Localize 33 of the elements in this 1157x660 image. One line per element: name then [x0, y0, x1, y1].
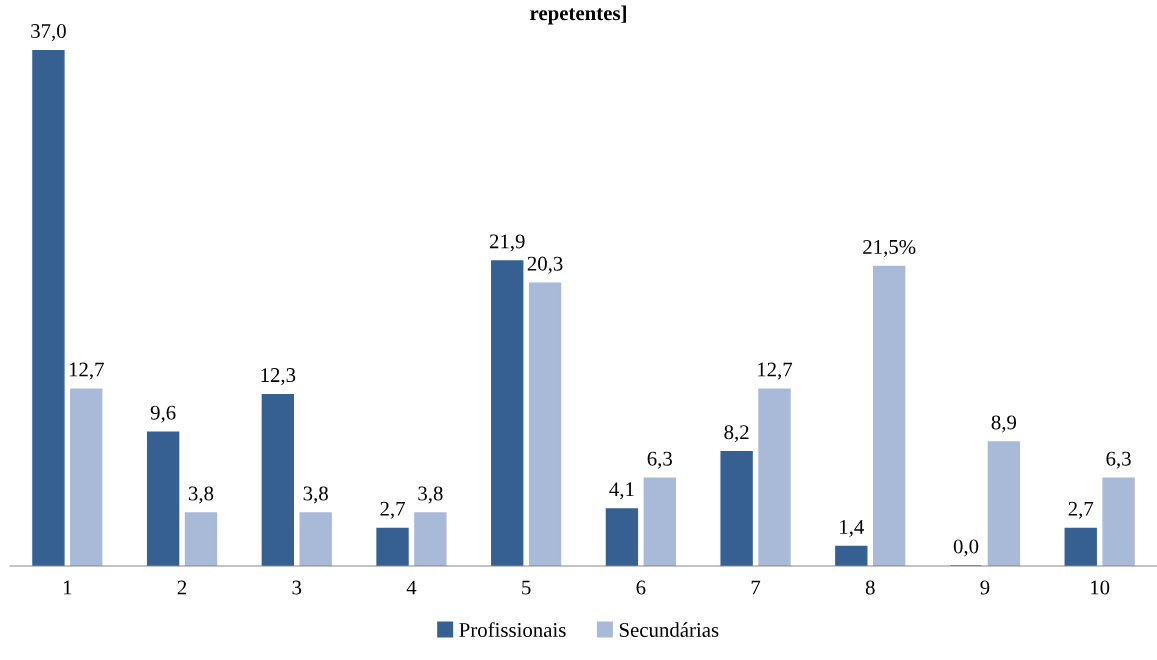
data-label: 20,3: [527, 256, 563, 274]
data-label: 12,3: [261, 368, 296, 386]
x-tick-label: 9: [980, 580, 990, 595]
data-label: 1,4: [840, 519, 865, 537]
data-label: 2,7: [380, 501, 405, 519]
data-label: 8,2: [724, 425, 749, 443]
data-label: 21,5%: [863, 239, 916, 257]
x-tick-label: 4: [406, 580, 417, 595]
data-label: 3,8: [418, 486, 443, 504]
chart-title: repetentes]: [530, 5, 626, 25]
x-tick-label: 5: [522, 580, 531, 595]
x-tick-label: 2: [177, 580, 187, 595]
x-tick-label: 7: [751, 580, 761, 595]
x-tick-label: 3: [292, 580, 302, 595]
data-label: 8,9: [991, 415, 1017, 433]
x-tick-label: 10: [1091, 580, 1110, 595]
data-label: 3,8: [188, 486, 214, 504]
data-label: 0,0: [953, 539, 979, 557]
data-label: 12,7: [758, 362, 793, 380]
data-label: 3,8: [303, 486, 328, 504]
data-label: 6,3: [1106, 451, 1131, 469]
x-tick-label: 1: [63, 580, 72, 595]
data-label: 21,9: [489, 234, 525, 252]
data-label: 9,6: [150, 405, 176, 423]
data-label: 4,1: [609, 482, 634, 500]
data-label: 6,3: [647, 451, 672, 469]
legend-label: Secundárias: [619, 622, 719, 638]
legend-label: Profissionais: [459, 622, 566, 638]
data-label: 12,7: [69, 362, 104, 380]
x-tick-label: 8: [865, 580, 875, 595]
x-tick-label: 6: [636, 580, 646, 595]
data-label: 2,7: [1068, 501, 1094, 519]
data-label: 37,0: [31, 23, 66, 42]
